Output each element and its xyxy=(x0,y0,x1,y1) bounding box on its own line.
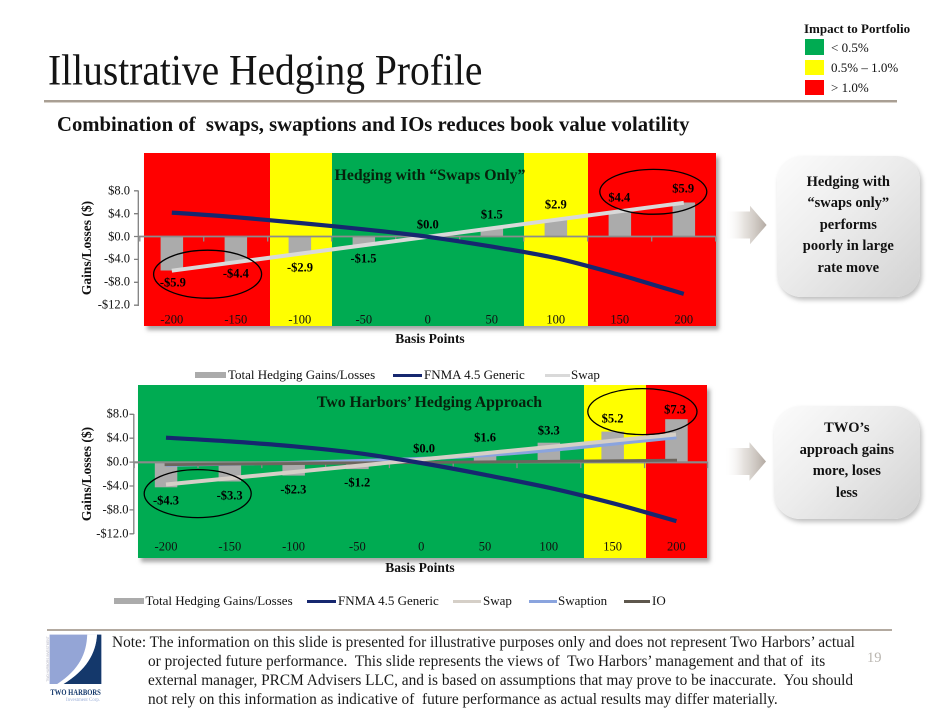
svg-text:TWO HARBORS INVESTMENT: TWO HARBORS INVESTMENT xyxy=(46,636,50,682)
svg-text:Investment Corp.: Investment Corp. xyxy=(66,697,101,703)
svg-text:TWO HARBORS: TWO HARBORS xyxy=(50,688,101,697)
